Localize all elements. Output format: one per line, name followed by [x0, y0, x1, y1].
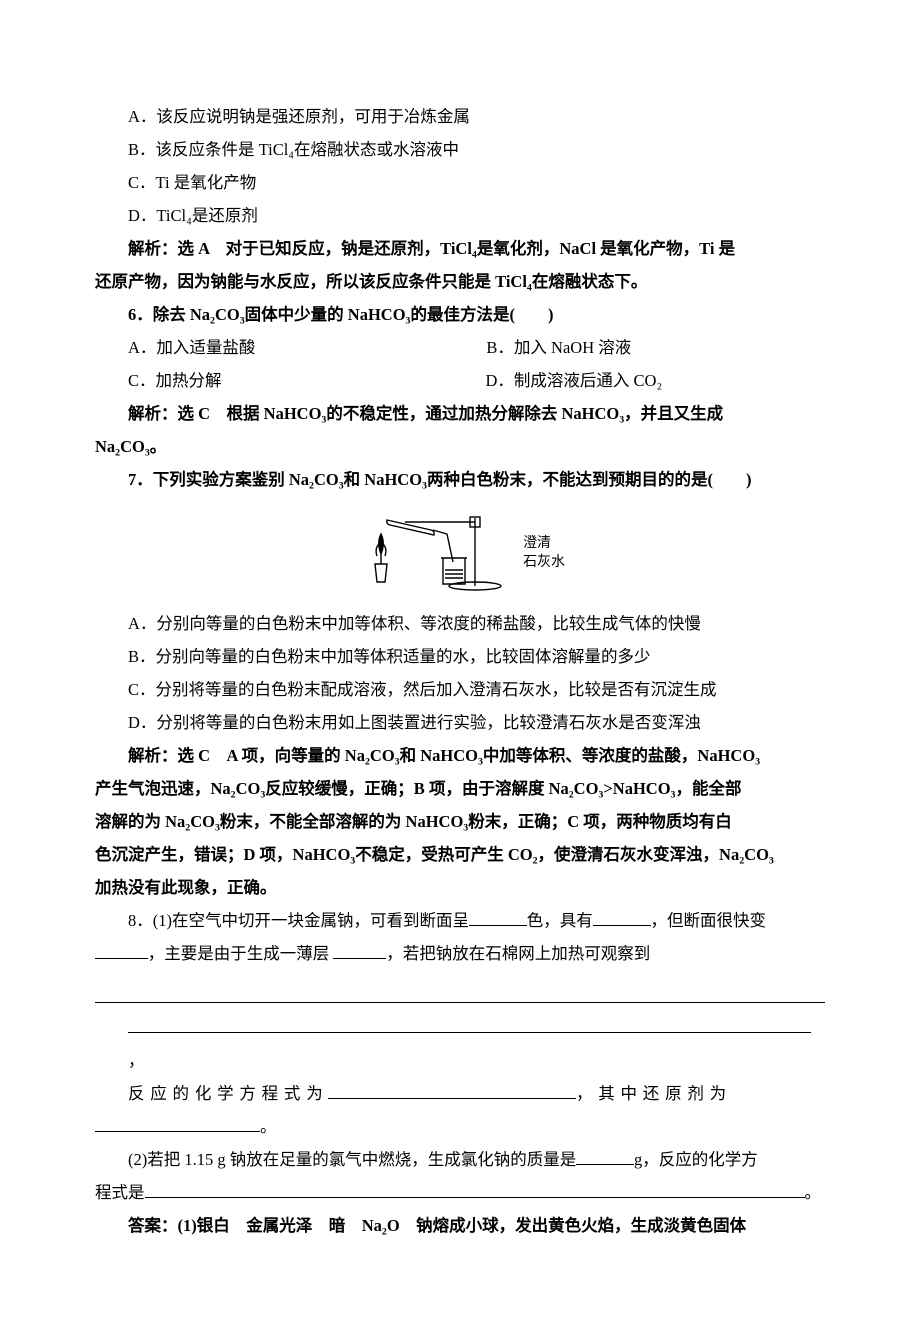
- q7-analysis-text1: 选 C A 项，向等量的 Na₂CO₃和 NaHCO₃中加等体积、等浓度的盐酸，…: [178, 746, 761, 765]
- q7-analysis-line4: 色沉淀产生，错误；D 项，NaHCO₃不稳定，受热可产生 CO₂，使澄清石灰水变…: [95, 838, 825, 871]
- analysis-label: 解析：: [128, 239, 178, 258]
- q8-line6a: (2)若把 1.15 g 钠放在足量的氯气中燃烧，生成氯化钠的质量是: [128, 1150, 576, 1169]
- q8-line6: (2)若把 1.15 g 钠放在足量的氯气中燃烧，生成氯化钠的质量是 g，反应的化…: [95, 1143, 825, 1176]
- q7-figure-label: 澄清 石灰水: [523, 535, 565, 571]
- q6-analysis-line1: 解析：选 C 根据 NaHCO₃的不稳定性，通过加热分解除去 NaHCO₃，并且…: [95, 397, 825, 430]
- q8-line7a: 程式是: [95, 1183, 145, 1202]
- q8-line2b: ，若把钠放在石棉网上加热可观察到: [386, 944, 650, 963]
- q6-option-a: A．加入适量盐酸: [128, 338, 255, 357]
- q8-line4a: 反应的化学方程式为: [128, 1084, 328, 1103]
- blank-dark: [95, 942, 148, 960]
- fig-label-line1: 澄清: [523, 536, 551, 551]
- q7-option-c: C．分别将等量的白色粉末配成溶液，然后加入澄清石灰水，比较是否有沉淀生成: [95, 673, 825, 706]
- q7-analysis-line2: 产生气泡迅速，Na₂CO₃反应较缓慢，正确；B 项，由于溶解度 Na₂CO₃>N…: [95, 772, 825, 805]
- blank-color: [469, 909, 527, 927]
- q6-options-row2: C．加热分解 D．制成溶液后通入 CO₂: [95, 364, 825, 397]
- apparatus-svg: [355, 504, 515, 592]
- comma: ，: [128, 1051, 145, 1070]
- q5-option-b: B．该反应条件是 TiCl₄在熔融状态或水溶液中: [95, 133, 825, 166]
- fig-label-line2: 石灰水: [523, 555, 565, 570]
- q6-options-row1: A．加入适量盐酸 B．加入 NaOH 溶液: [95, 331, 825, 364]
- q8-line2a: ，主要是由于生成一薄层: [148, 944, 330, 963]
- q7-analysis-line5: 加热没有此现象，正确。: [95, 871, 825, 904]
- q6-analysis-text1: 选 C 根据 NaHCO₃的不稳定性，通过加热分解除去 NaHCO₃，并且又生成: [178, 404, 724, 423]
- q6-stem: 6．除去 Na₂CO₃固体中少量的 NaHCO₃的最佳方法是( ): [95, 298, 825, 331]
- analysis-label: 解析：: [128, 746, 178, 765]
- blank-eq2: [145, 1181, 805, 1199]
- q7-option-a: A．分别向等量的白色粉末中加等体积、等浓度的稀盐酸，比较生成气体的快慢: [95, 607, 825, 640]
- q8-line1c: ，但断面很快变: [651, 911, 767, 930]
- q6-option-d: D．制成溶液后通入 CO₂: [486, 371, 663, 390]
- q5-option-d: D．TiCl₄是还原剂: [95, 199, 825, 232]
- q8-line4: 反应的化学方程式为 ，其中还原剂为: [95, 1077, 825, 1110]
- q8-line7-end: 。: [805, 1183, 822, 1202]
- q7-option-d: D．分别将等量的白色粉末用如上图装置进行实验，比较澄清石灰水是否变浑浊: [95, 706, 825, 739]
- q8-answer: 答案：(1)银白 金属光泽 暗 Na₂O 钠熔成小球，发出黄色火焰，生成淡黄色固…: [95, 1209, 825, 1242]
- apparatus-diagram: [355, 504, 515, 603]
- q7-option-b: B．分别向等量的白色粉末中加等体积适量的水，比较固体溶解量的多少: [95, 640, 825, 673]
- q5-option-c: C．Ti 是氧化产物: [95, 166, 825, 199]
- q8-line4b: ，其中还原剂为: [576, 1084, 732, 1103]
- q7-figure-wrap: 澄清 石灰水: [95, 504, 825, 603]
- q8-line5-end: 。: [260, 1117, 277, 1136]
- blank-line3: [128, 1009, 811, 1033]
- q7-stem: 7．下列实验方案鉴别 Na₂CO₃和 NaHCO₃两种白色粉末，不能达到预期目的…: [95, 463, 825, 496]
- q8-line1b: 色，具有: [527, 911, 593, 930]
- blank-luster: [593, 909, 651, 927]
- q8-line1: 8．(1)在空气中切开一块金属钠，可看到断面呈 色，具有 ，但断面很快变: [95, 904, 825, 937]
- blank-mass: [576, 1148, 634, 1166]
- q8-line7: 程式是 。: [95, 1176, 825, 1209]
- q7-analysis-line3: 溶解的为 Na₂CO₃粉末，不能全部溶解的为 NaHCO₃粉末，正确；C 项，两…: [95, 805, 825, 838]
- q8-line1a: 8．(1)在空气中切开一块金属钠，可看到断面呈: [128, 911, 469, 930]
- q8-line5: 。: [95, 1110, 825, 1143]
- q5-option-a: A．该反应说明钠是强还原剂，可用于冶炼金属: [95, 100, 825, 133]
- q7-analysis-line1: 解析：选 C A 项，向等量的 Na₂CO₃和 NaHCO₃中加等体积、等浓度的…: [95, 739, 825, 772]
- q8-line2: ，主要是由于生成一薄层 ，若把钠放在石棉网上加热可观察到: [95, 937, 825, 970]
- blank-eq: [328, 1082, 576, 1100]
- answer-label: 答案：: [128, 1216, 178, 1235]
- blank-reductant: [95, 1115, 260, 1133]
- q5-analysis-line1: 解析：选 A 对于已知反应，钠是还原剂，TiCl₄是氧化剂，NaCl 是氧化产物…: [95, 232, 825, 265]
- blank-observe-full: [95, 976, 825, 1003]
- q8-answer-text: (1)银白 金属光泽 暗 Na₂O 钠熔成小球，发出黄色火焰，生成淡黄色固体: [178, 1216, 747, 1235]
- analysis-label: 解析：: [128, 404, 178, 423]
- blank-layer: [333, 942, 386, 960]
- q6-analysis-line2: Na₂CO₃。: [95, 430, 825, 463]
- q6-option-c: C．加热分解: [128, 371, 222, 390]
- q6-option-b: B．加入 NaOH 溶液: [486, 338, 631, 357]
- q8-line6b: g，反应的化学方: [634, 1150, 758, 1169]
- q5-analysis-text1: 选 A 对于已知反应，钠是还原剂，TiCl₄是氧化剂，NaCl 是氧化产物，Ti…: [178, 239, 736, 258]
- q5-analysis-line2: 还原产物，因为钠能与水反应，所以该反应条件只能是 TiCl₄在熔融状态下。: [95, 265, 825, 298]
